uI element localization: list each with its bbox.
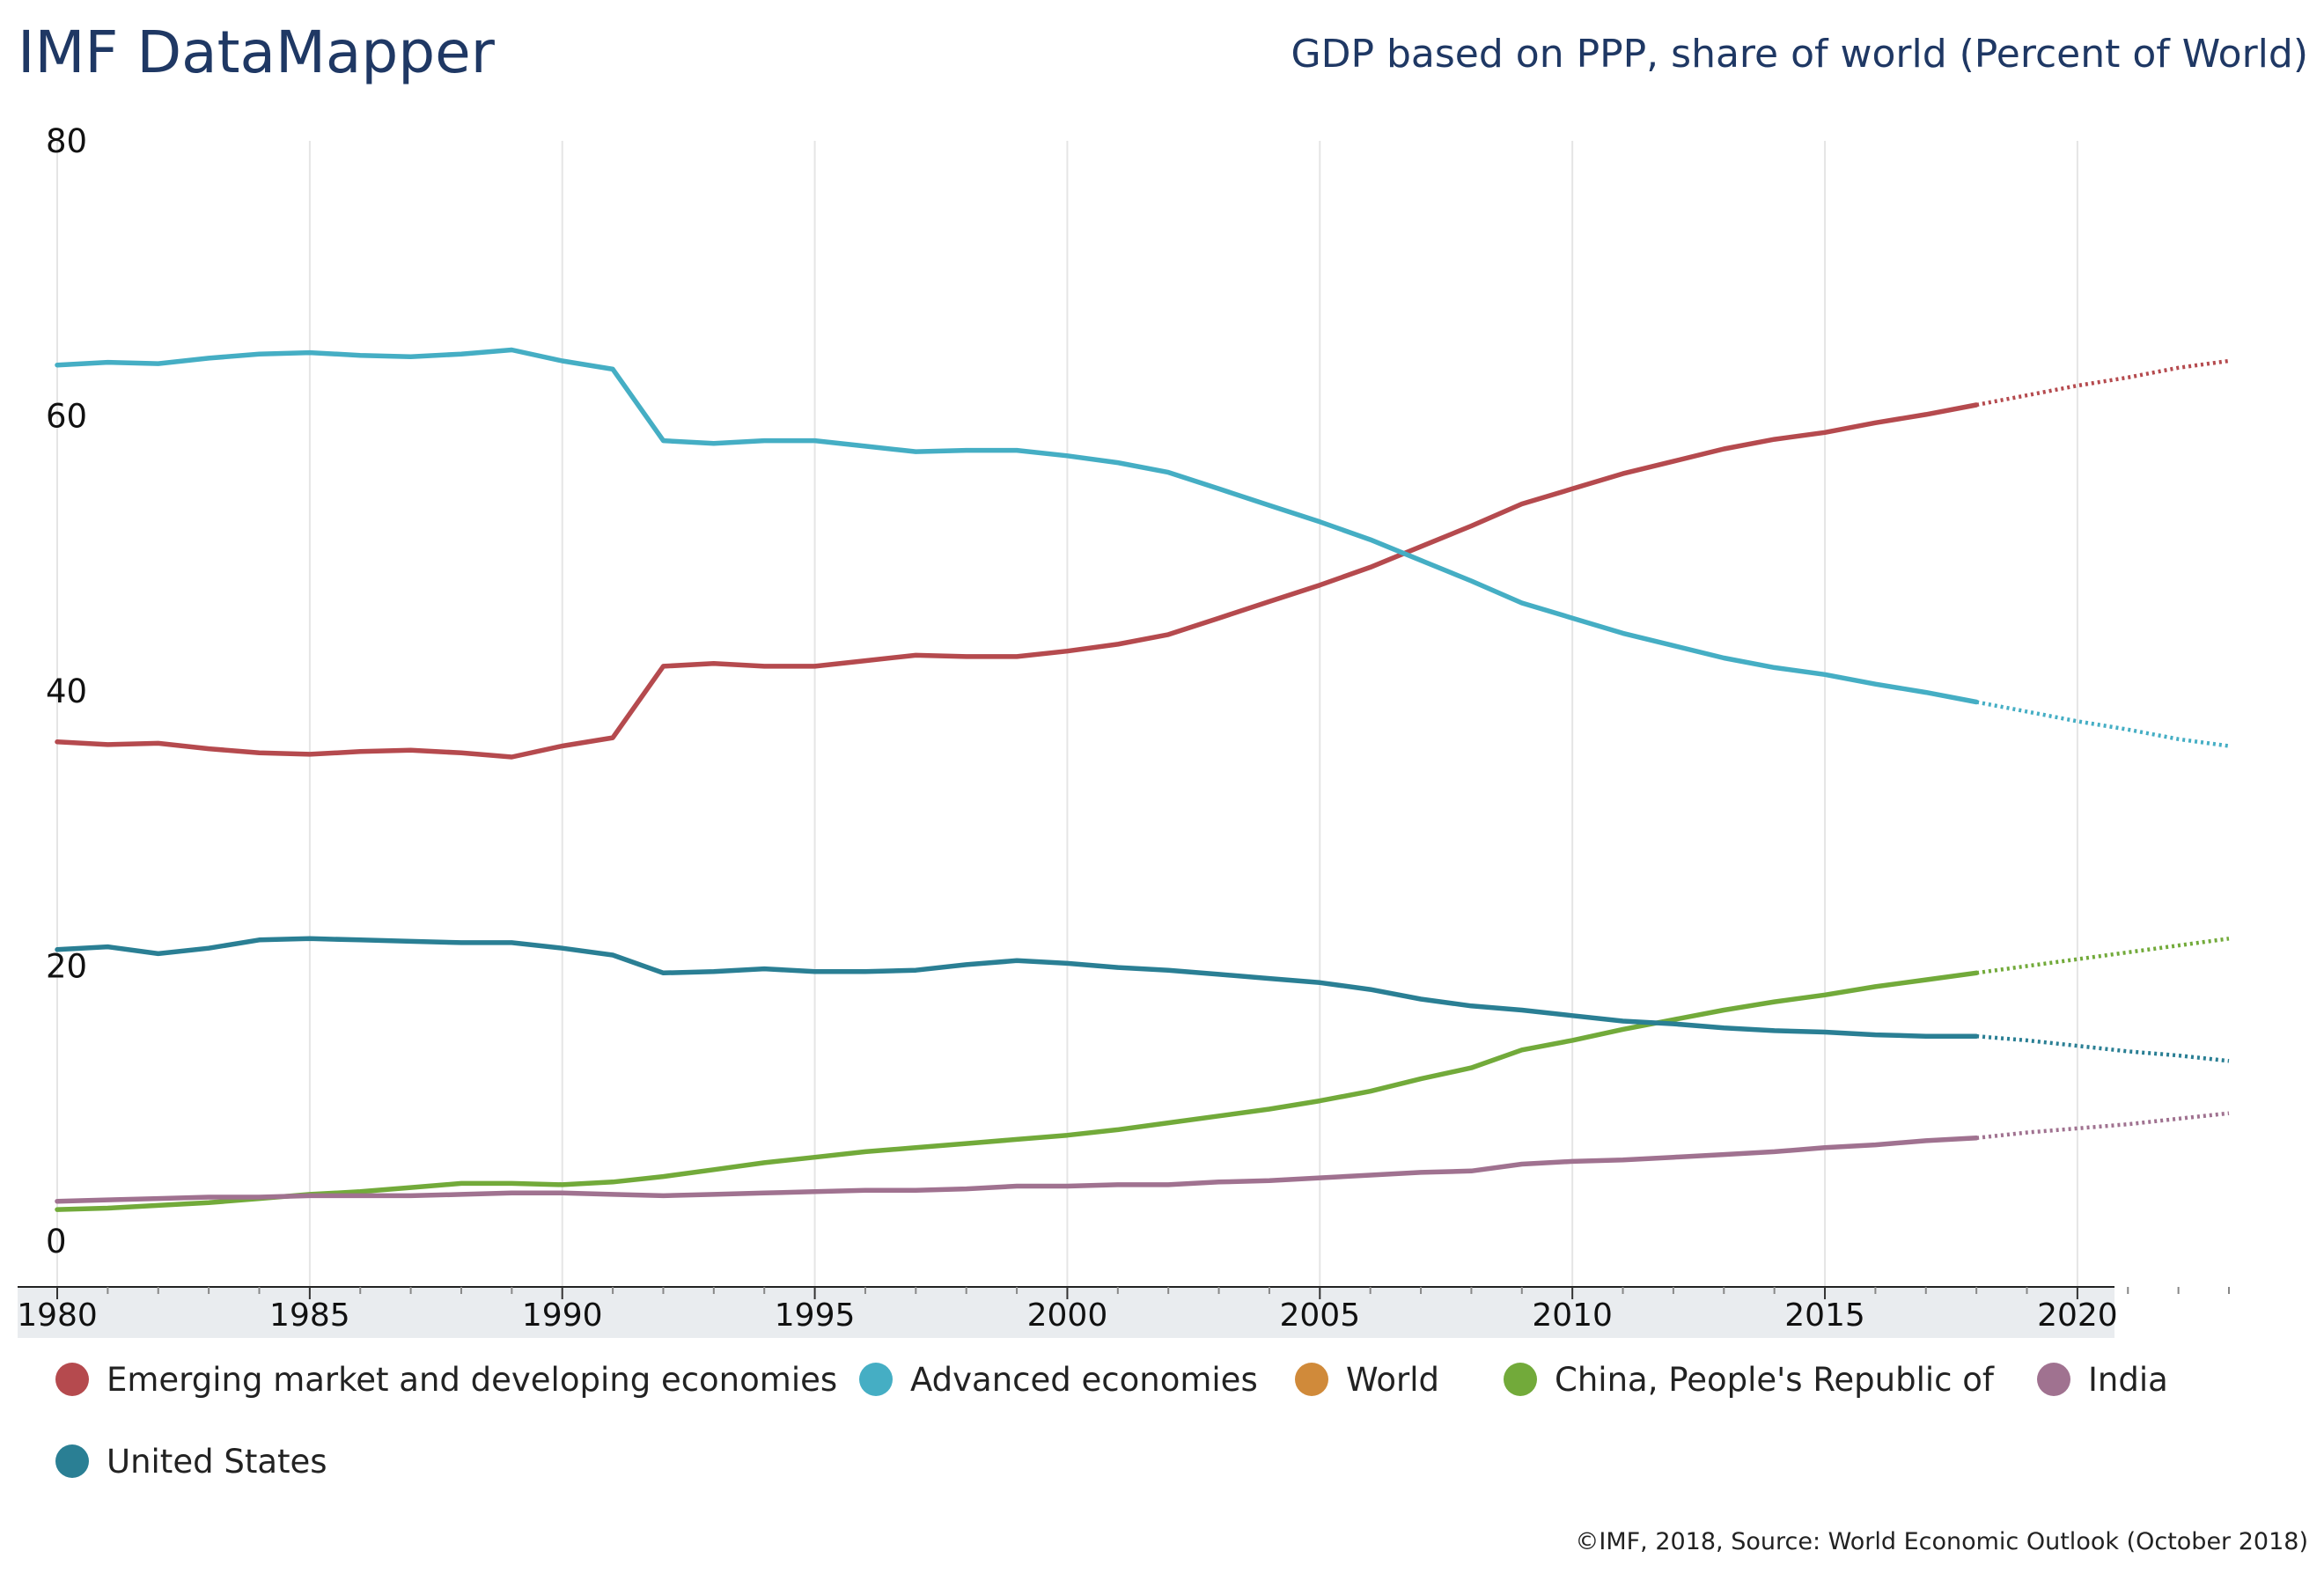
legend-swatch (1504, 1363, 1537, 1396)
series-line-5 (55, 936, 1979, 1039)
series-lines (55, 347, 2230, 1212)
x-tick-label: 1985 (269, 1297, 350, 1334)
y-tick-label: 20 (46, 948, 87, 986)
legend-label: Emerging market and developing economies (107, 1361, 837, 1399)
legend-item[interactable]: Advanced economies (859, 1361, 1258, 1399)
y-axis-ticks: 0 20 40 60 80 (46, 122, 87, 1261)
legend-swatch (55, 1363, 89, 1396)
legend-swatch (55, 1444, 89, 1478)
source-credit: ©IMF, 2018, Source: World Economic Outlo… (1575, 1528, 2308, 1555)
legend-item[interactable]: World (1295, 1361, 1439, 1399)
series-projection-5 (1975, 1033, 2230, 1063)
y-tick-label: 40 (46, 673, 87, 710)
chart-title: GDP based on PPP, share of world (Percen… (1291, 32, 2308, 77)
x-axis-ticks: 1980 1985 1990 1995 2000 2005 2010 2015 2020 (17, 1297, 2118, 1334)
legend-label: World (1346, 1361, 1439, 1399)
legend-label: India (2088, 1361, 2168, 1399)
gridlines (56, 141, 2078, 1287)
y-tick-label: 60 (46, 398, 87, 436)
x-tick-label: 1995 (775, 1297, 856, 1334)
x-tick-label: 2000 (1027, 1297, 1108, 1334)
x-tick-label: 2010 (1532, 1297, 1613, 1334)
series-line-1 (55, 347, 1979, 705)
legend-item[interactable]: India (2037, 1361, 2168, 1399)
x-tick-label: 2020 (2037, 1297, 2118, 1334)
x-axis-band (18, 1287, 2114, 1338)
x-tick-label: 1980 (17, 1297, 98, 1334)
y-tick-label: 0 (46, 1223, 67, 1261)
legend-item[interactable]: United States (55, 1443, 327, 1481)
series-projection-4 (1975, 1111, 2230, 1141)
series-line-0 (55, 402, 1979, 760)
x-tick-label: 2015 (1784, 1297, 1865, 1334)
series-line-4 (55, 1136, 1979, 1204)
y-tick-label: 80 (46, 122, 87, 160)
x-tick-label: 2005 (1279, 1297, 1360, 1334)
brand-title: IMF DataMapper (18, 18, 496, 86)
legend-item[interactable]: China, People's Republic of (1504, 1361, 1995, 1399)
x-axis-minor-ticks (56, 1287, 2230, 1299)
legend-label: China, People's Republic of (1555, 1361, 1995, 1399)
x-tick-label: 1990 (522, 1297, 603, 1334)
legend-swatch (1295, 1363, 1328, 1396)
legend: Emerging market and developing economies… (55, 1361, 2168, 1481)
legend-swatch (2037, 1363, 2070, 1396)
legend-label: United States (107, 1443, 327, 1481)
legend-label: Advanced economies (910, 1361, 1258, 1399)
legend-swatch (859, 1363, 893, 1396)
legend-item[interactable]: Emerging market and developing economies (55, 1361, 837, 1399)
